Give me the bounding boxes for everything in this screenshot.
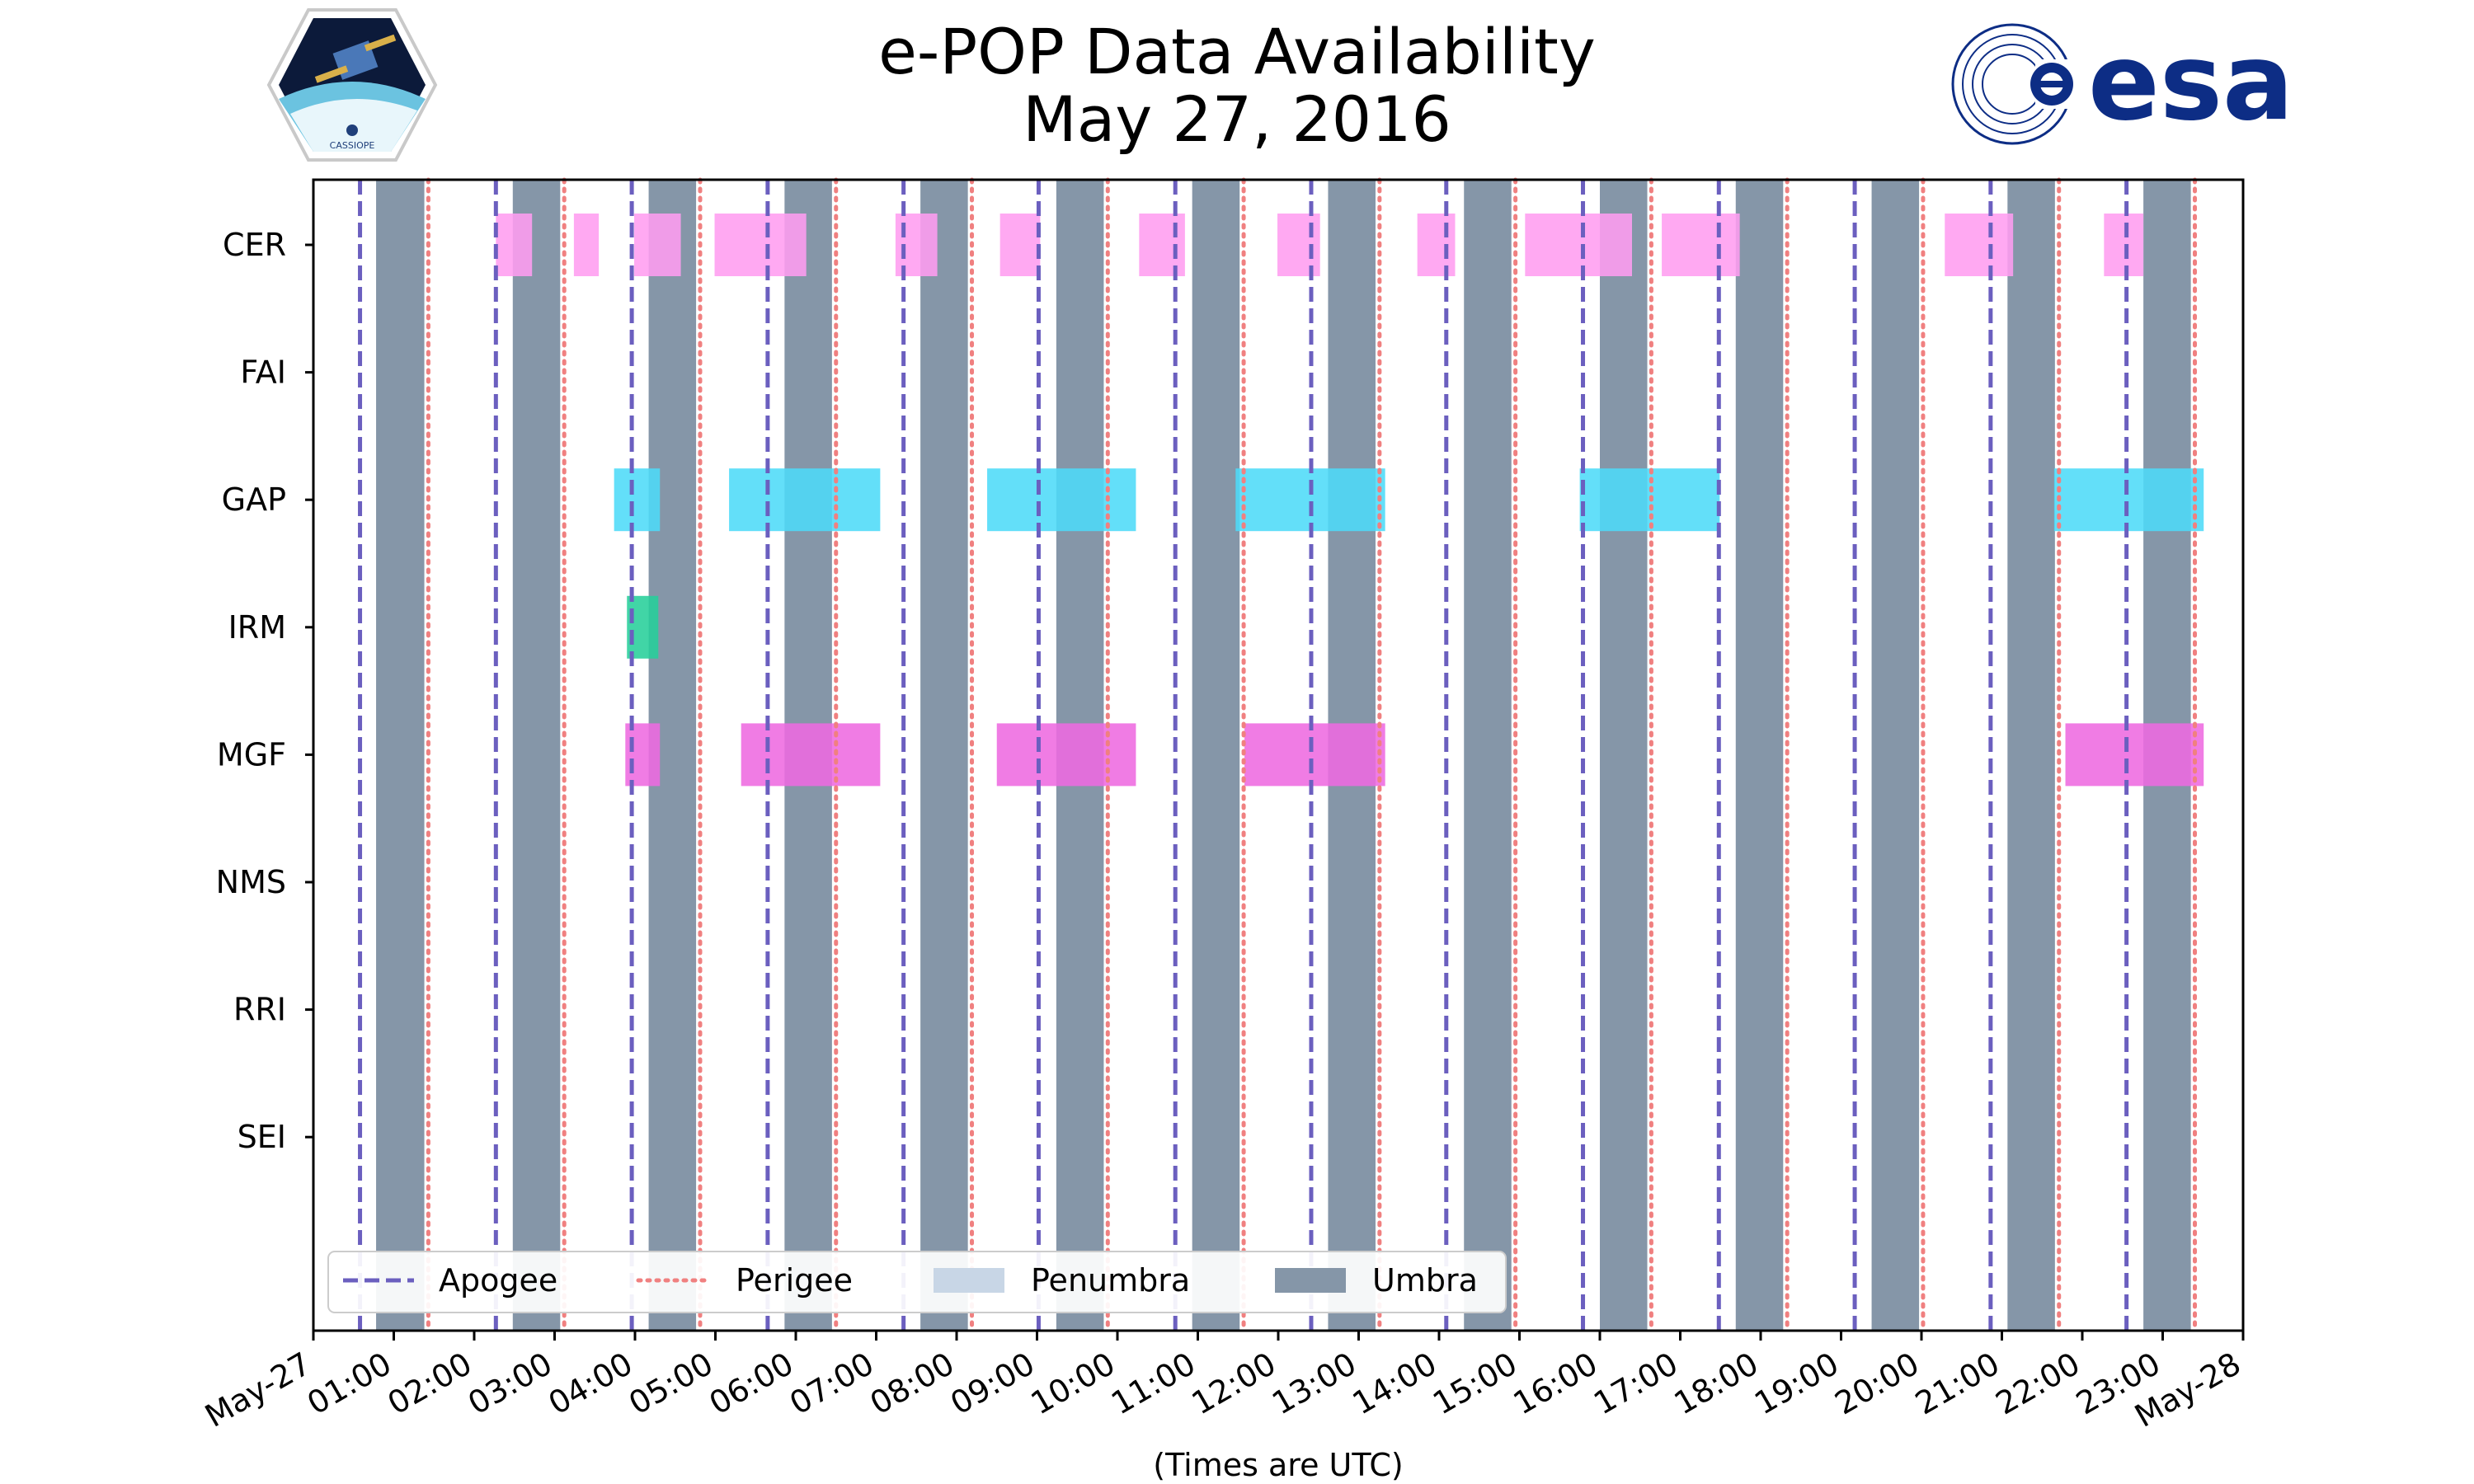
x-tick-label-9: 09:00 <box>944 1345 1041 1422</box>
x-tick-label-6: 06:00 <box>703 1345 800 1422</box>
x-tick-label-15: 15:00 <box>1427 1345 1523 1422</box>
umbra-band-10 <box>1735 180 1784 1331</box>
x-tick-label-19: 19:00 <box>1748 1345 1845 1422</box>
cer-availability-bar-1 <box>573 214 600 276</box>
cer-availability-bar-5 <box>999 214 1041 276</box>
irm-availability-bar-0 <box>627 595 659 659</box>
x-tick-label-4: 04:00 <box>543 1345 639 1422</box>
gap-availability-bar-1 <box>729 468 881 532</box>
esa-logo-text: esa <box>2088 21 2293 144</box>
x-tick-label-11: 11:00 <box>1105 1345 1202 1422</box>
x-tick-label-18: 18:00 <box>1668 1345 1765 1422</box>
umbra-band-4 <box>920 180 968 1331</box>
umbra-band-0 <box>376 180 425 1331</box>
mgf-availability-bar-0 <box>625 723 661 787</box>
y-tick-label-mgf: MGF <box>217 736 286 773</box>
x-tick-label-1: 01:00 <box>301 1345 397 1422</box>
x-tick-label-10: 10:00 <box>1025 1345 1122 1422</box>
esa-logo: esa <box>1951 21 2293 145</box>
cer-availability-bar-6 <box>1139 214 1185 276</box>
legend-penumbra-label: Penumbra <box>1031 1262 1190 1298</box>
x-tick-label-3: 03:00 <box>462 1345 558 1422</box>
title-line-2: May 27, 2016 <box>1023 82 1451 156</box>
cer-availability-bar-11 <box>1945 214 2014 276</box>
mgf-availability-bar-4 <box>2065 723 2204 787</box>
x-tick-label-7: 07:00 <box>783 1345 880 1422</box>
cer-availability-bar-12 <box>2104 214 2144 276</box>
x-tick-label-2: 02:00 <box>382 1345 478 1422</box>
x-tick-label-12: 12:00 <box>1186 1345 1282 1422</box>
x-tick-label-20: 20:00 <box>1829 1345 1926 1422</box>
chart-title: e-POP Data Availability May 27, 2016 <box>0 18 2474 153</box>
cer-availability-bar-7 <box>1277 214 1320 276</box>
x-tick-label-13: 13:00 <box>1266 1345 1362 1422</box>
x-tick-label-8: 08:00 <box>864 1345 961 1422</box>
x-tick-label-5: 05:00 <box>623 1345 719 1422</box>
legend: Apogee Perigee Penumbra Umbra <box>327 1251 1507 1313</box>
y-tick-label-nms: NMS <box>216 864 286 900</box>
umbra-band-6 <box>1192 180 1240 1331</box>
y-tick-label-cer: CER <box>223 227 286 263</box>
availability-bars-layer <box>496 214 2204 787</box>
umbra-band-8 <box>1464 180 1512 1331</box>
umbra-band-9 <box>1600 180 1648 1331</box>
cer-availability-bar-2 <box>634 214 681 276</box>
x-tick-label-0: May-27 <box>199 1345 317 1435</box>
gap-availability-bar-2 <box>987 468 1136 532</box>
cer-availability-bar-3 <box>714 214 807 276</box>
x-tick-label-16: 16:00 <box>1507 1345 1604 1422</box>
x-tick-label-21: 21:00 <box>1909 1345 2006 1422</box>
gap-availability-bar-5 <box>2053 468 2204 532</box>
cer-availability-bar-9 <box>1525 214 1632 276</box>
y-tick-label-fai: FAI <box>240 355 286 391</box>
legend-umbra-label: Umbra <box>1372 1262 1478 1298</box>
mgf-availability-bar-1 <box>741 723 881 787</box>
title-line-1: e-POP Data Availability <box>878 15 1596 88</box>
legend-penumbra-swatch <box>934 1268 1004 1293</box>
x-axis-label: (Times are UTC) <box>1153 1447 1403 1483</box>
mgf-availability-bar-3 <box>1244 723 1385 787</box>
cer-availability-bar-8 <box>1417 214 1456 276</box>
cassiope-logo: CASSIOPE <box>266 8 438 162</box>
cassiope-logo-text: CASSIOPE <box>330 140 375 151</box>
x-tick-label-14: 14:00 <box>1347 1345 1443 1422</box>
legend-apogee-label: Apogee <box>439 1262 557 1298</box>
y-tick-label-sei: SEI <box>238 1119 286 1155</box>
mgf-availability-bar-2 <box>996 723 1136 787</box>
orbit-lines-layer <box>358 177 2197 1333</box>
x-tick-label-17: 17:00 <box>1587 1345 1684 1422</box>
y-tick-label-rri: RRI <box>233 992 286 1028</box>
legend-perigee-label: Perigee <box>736 1262 853 1298</box>
cer-availability-bar-0 <box>496 214 533 276</box>
umbra-band-1 <box>512 180 561 1331</box>
x-tick-label-22: 22:00 <box>1990 1345 2086 1422</box>
umbra-band-11 <box>1871 180 1920 1331</box>
y-tick-label-irm: IRM <box>228 609 286 646</box>
umbra-band-12 <box>2007 180 2055 1331</box>
gap-availability-bar-3 <box>1235 468 1385 532</box>
gap-availability-bar-0 <box>614 468 661 532</box>
cer-availability-bar-10 <box>1662 214 1740 276</box>
y-tick-label-gap: GAP <box>222 481 286 518</box>
legend-frame <box>327 1251 1507 1313</box>
legend-umbra-swatch <box>1275 1268 1346 1293</box>
